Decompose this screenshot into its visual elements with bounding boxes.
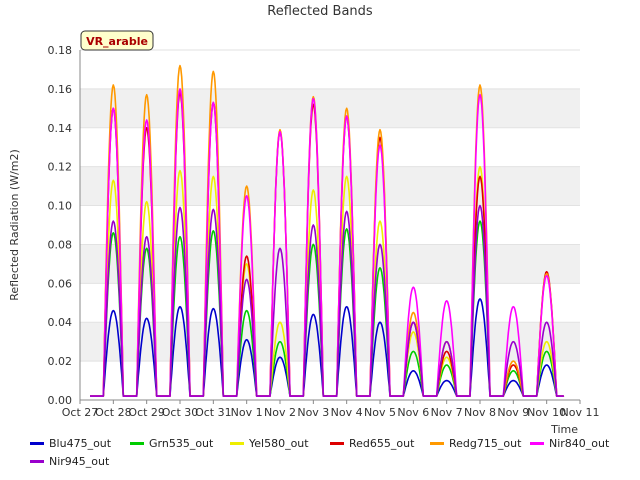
legend-item: Yel580_out	[230, 437, 330, 450]
x-tick-label: Nov 7	[431, 406, 463, 419]
x-tick-label: Nov 4	[331, 406, 363, 419]
y-tick-label: 0.00	[48, 394, 73, 407]
legend-row: Nir945_out	[30, 452, 630, 470]
legend-label: Redg715_out	[449, 436, 522, 450]
legend-item: Blu475_out	[30, 437, 130, 450]
chart-title: Reflected Bands	[267, 4, 373, 19]
legend-swatch	[30, 459, 44, 463]
y-tick-label: 0.06	[48, 277, 73, 290]
legend-item: Nir840_out	[530, 437, 630, 450]
grid-band	[80, 322, 580, 362]
grid-band	[80, 244, 580, 284]
y-tick-label: 0.12	[48, 161, 73, 174]
y-tick-label: 0.18	[48, 44, 73, 57]
legend-swatch	[30, 441, 44, 445]
annotation-label: VR_arable	[86, 35, 148, 48]
x-axis-label: Time	[550, 423, 578, 436]
x-tick-label: Oct 30	[162, 406, 199, 419]
y-ticks: 0.00 0.02 0.04 0.06 0.08 0.10 0.12 0.14 0.16 0.18	[48, 44, 73, 407]
y-tick-label: 0.08	[48, 238, 73, 251]
x-tick-label: Nov 3	[297, 406, 329, 419]
x-tick-label: Nov 2	[264, 406, 296, 419]
x-tick-label: Oct 29	[128, 406, 165, 419]
legend-label: Red655_out	[349, 436, 415, 450]
legend-swatch	[230, 441, 244, 445]
annotation-box: VR_arable	[80, 30, 154, 51]
legend: Blu475_out Grn535_out Yel580_out Red655_out…	[30, 434, 630, 470]
legend-item: Red655_out	[330, 437, 430, 450]
y-tick-label: 0.16	[48, 83, 73, 96]
legend-item: Nir945_out	[30, 455, 130, 468]
legend-label: Nir945_out	[49, 454, 110, 468]
legend-label: Nir840_out	[549, 436, 610, 450]
legend-swatch	[130, 441, 144, 445]
x-tick-label: Nov 9	[497, 406, 529, 419]
legend-label: Grn535_out	[149, 436, 214, 450]
x-tick-label: Nov 5	[364, 406, 396, 419]
x-tick-label: Nov 6	[397, 406, 429, 419]
series-lines	[90, 64, 565, 397]
grid-band	[80, 88, 580, 128]
legend-swatch	[430, 441, 444, 445]
x-tick-label: Nov 1	[231, 406, 263, 419]
x-tick-label: Nov 11	[561, 406, 600, 419]
x-tick-label: Oct 28	[95, 406, 132, 419]
x-tick-label: Nov 8	[464, 406, 496, 419]
legend-item: Grn535_out	[130, 437, 230, 450]
x-tick-label: Oct 27	[62, 406, 99, 419]
y-axis-label: Reflected Radiation (W/m2)	[8, 149, 21, 301]
grid-bands	[80, 88, 580, 362]
grid-lines	[80, 49, 580, 401]
legend-swatch	[530, 441, 544, 445]
x-tick-label: Nov 10	[527, 406, 566, 419]
legend-swatch	[330, 441, 344, 445]
legend-label: Yel580_out	[249, 436, 309, 450]
series-line-nir945-out	[90, 204, 565, 397]
y-tick-label: 0.14	[48, 122, 73, 135]
grid-band	[80, 166, 580, 206]
y-tick-label: 0.04	[48, 316, 73, 329]
y-tick-label: 0.02	[48, 355, 73, 368]
legend-row: Blu475_out Grn535_out Yel580_out Red655_out…	[30, 434, 630, 452]
y-tick-label: 0.10	[48, 200, 73, 213]
x-tick-label: Oct 31	[195, 406, 232, 419]
legend-label: Blu475_out	[49, 436, 112, 450]
legend-item: Redg715_out	[430, 437, 530, 450]
